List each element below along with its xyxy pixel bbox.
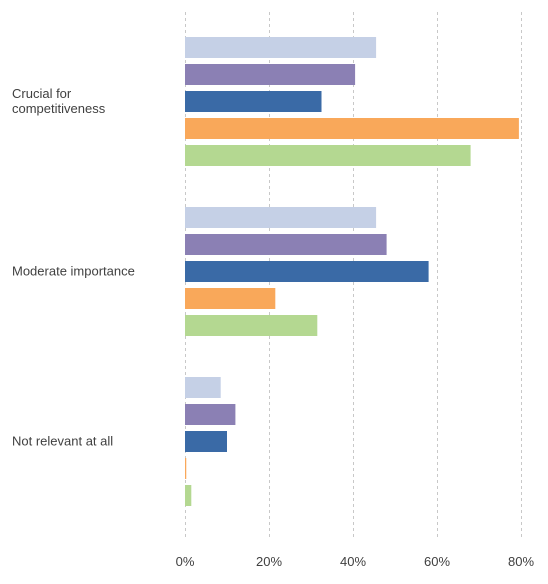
category-label-line: Not relevant at all [12, 434, 113, 449]
bar-cat0-series3 [185, 118, 519, 139]
bar-cat2-series3 [185, 458, 187, 479]
category-label-line: competitiveness [12, 101, 106, 116]
x-tick-label-1: 20% [256, 554, 282, 569]
bar-cat0-series2 [185, 91, 322, 112]
bar-cat1-series4 [185, 315, 318, 336]
x-tick-label-3: 60% [424, 554, 450, 569]
category-label-0: Crucial for competitiveness [12, 86, 106, 116]
bar-cat2-series0 [185, 377, 221, 398]
bar-cat2-series1 [185, 404, 236, 425]
category-label-1: Moderate importance [12, 264, 135, 279]
category-labels: Crucial for competitiveness Moderate impor… [12, 86, 135, 449]
bar-cat1-series3 [185, 288, 276, 309]
category-label-line: Crucial for [12, 86, 72, 101]
bar-cat1-series1 [185, 234, 387, 255]
category-label-line: Moderate importance [12, 264, 135, 279]
bar-cat0-series1 [185, 64, 356, 85]
x-tick-label-0: 0% [176, 554, 195, 569]
bar-cat0-series4 [185, 145, 471, 166]
x-tick-label-2: 40% [340, 554, 366, 569]
bar-cat1-series0 [185, 207, 377, 228]
bars [185, 37, 519, 506]
category-label-2: Not relevant at all [12, 434, 113, 449]
bar-cat2-series4 [185, 485, 192, 506]
x-tick-label-4: 80% [508, 554, 534, 569]
x-axis-tick-labels: 0% 20% 40% 60% 80% [176, 554, 535, 569]
bar-cat2-series2 [185, 431, 227, 452]
bar-cat0-series0 [185, 37, 377, 58]
bar-cat1-series2 [185, 261, 429, 282]
